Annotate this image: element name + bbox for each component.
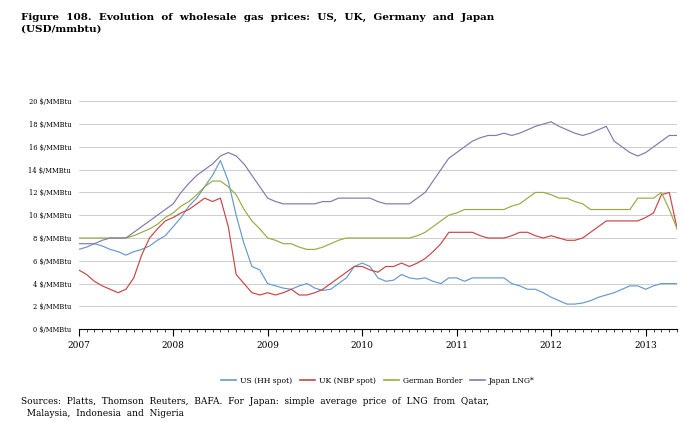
Text: Sources:  Platts,  Thomson  Reuters,  BAFA.  For  Japan:  simple  average  price: Sources: Platts, Thomson Reuters, BAFA. …	[21, 397, 488, 418]
Text: Figure  108.  Evolution  of  wholesale  gas  prices:  US,  UK,  Germany  and  Ja: Figure 108. Evolution of wholesale gas p…	[21, 13, 494, 33]
Legend: US (HH spot), UK (NBP spot), German Border, Japan LNG*: US (HH spot), UK (NBP spot), German Bord…	[218, 374, 538, 388]
